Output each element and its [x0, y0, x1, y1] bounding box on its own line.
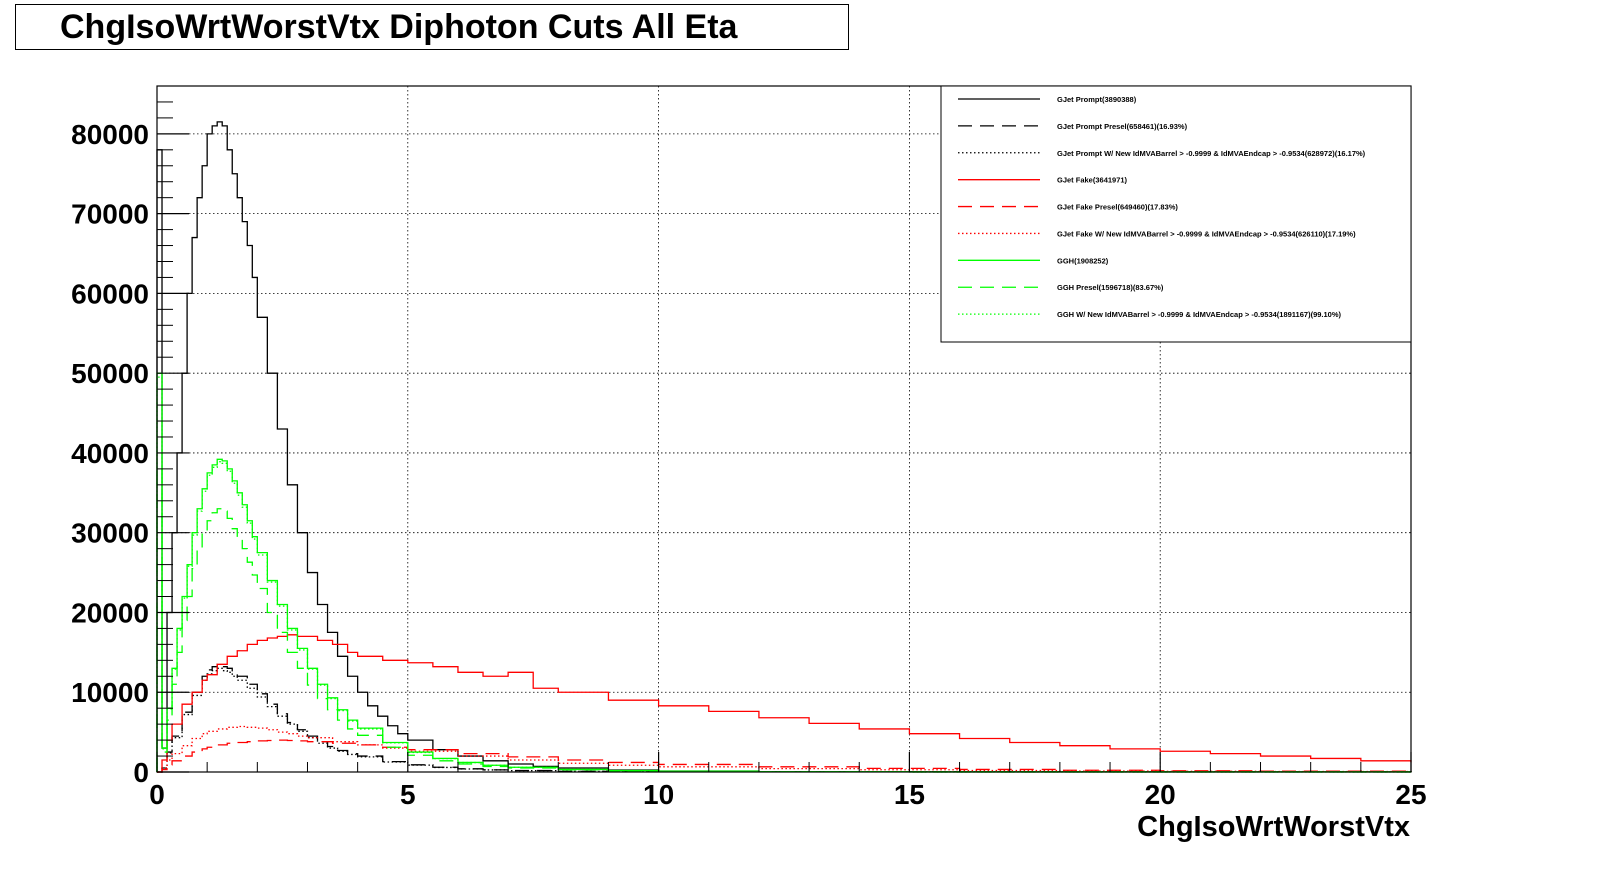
y-tick-label: 60000 — [71, 278, 149, 309]
legend-entry: GJet Prompt Presel(658461)(16.93%) — [1057, 122, 1188, 131]
legend: GJet Prompt(3890388) GJet Prompt Presel(6… — [940, 85, 1412, 343]
legend-entry: GGH(1908252) — [1057, 256, 1109, 265]
plot-frame — [156, 85, 1412, 773]
series-line-3 — [157, 634, 1412, 773]
legend-entry: GJet Prompt W/ New IdMVABarrel > -0.9999… — [1057, 149, 1366, 158]
series-line-0 — [156, 121, 1412, 773]
x-tick-label: 10 — [643, 779, 674, 810]
y-tick-label: 10000 — [71, 677, 149, 708]
y-tick-label: 50000 — [71, 358, 149, 389]
legend-entry: GGH W/ New IdMVABarrel > -0.9999 & IdMVA… — [1057, 310, 1342, 319]
legend-entry: GGH Presel(1596718)(83.67%) — [1057, 283, 1164, 292]
x-tick-label: 5 — [400, 779, 416, 810]
x-tick-label: 25 — [1395, 779, 1426, 810]
legend-box — [940, 85, 1412, 343]
series-line-8 — [156, 376, 1412, 773]
y-tick-label: 20000 — [71, 597, 149, 628]
x-tick-label: 15 — [894, 779, 925, 810]
series-line-5 — [157, 725, 1412, 773]
series-line-7 — [156, 468, 1412, 773]
y-tick-label: 70000 — [71, 199, 149, 230]
y-tick-label: 80000 — [71, 119, 149, 150]
series-line-1 — [157, 663, 1412, 773]
legend-entry: GJet Fake W/ New IdMVABarrel > -0.9999 &… — [1057, 229, 1356, 238]
x-axis-title: ChgIsoWrtWorstVtx — [1137, 811, 1410, 843]
y-tick-label: 30000 — [71, 518, 149, 549]
series-line-6 — [156, 372, 1412, 773]
legend-entry: GJet Prompt(3890388) — [1057, 95, 1137, 104]
legend-entry: GJet Fake(3641971) — [1057, 176, 1128, 185]
x-tick-label: 0 — [149, 779, 165, 810]
y-tick-label: 40000 — [71, 438, 149, 469]
series-line-4 — [157, 739, 1412, 773]
y-tick-label: 0 — [133, 757, 149, 788]
axes: 0 5 10 15 20 25 0 10000 20000 30000 40000 50000 6000… — [71, 85, 1427, 810]
series-line-2 — [157, 667, 1412, 773]
chart-title: ChgIsoWrtWorstVtx Diphoton Cuts All Eta — [15, 4, 849, 50]
legend-entry: GJet Fake Presel(649460)(17.83%) — [1057, 203, 1178, 212]
x-tick-label: 20 — [1145, 779, 1176, 810]
